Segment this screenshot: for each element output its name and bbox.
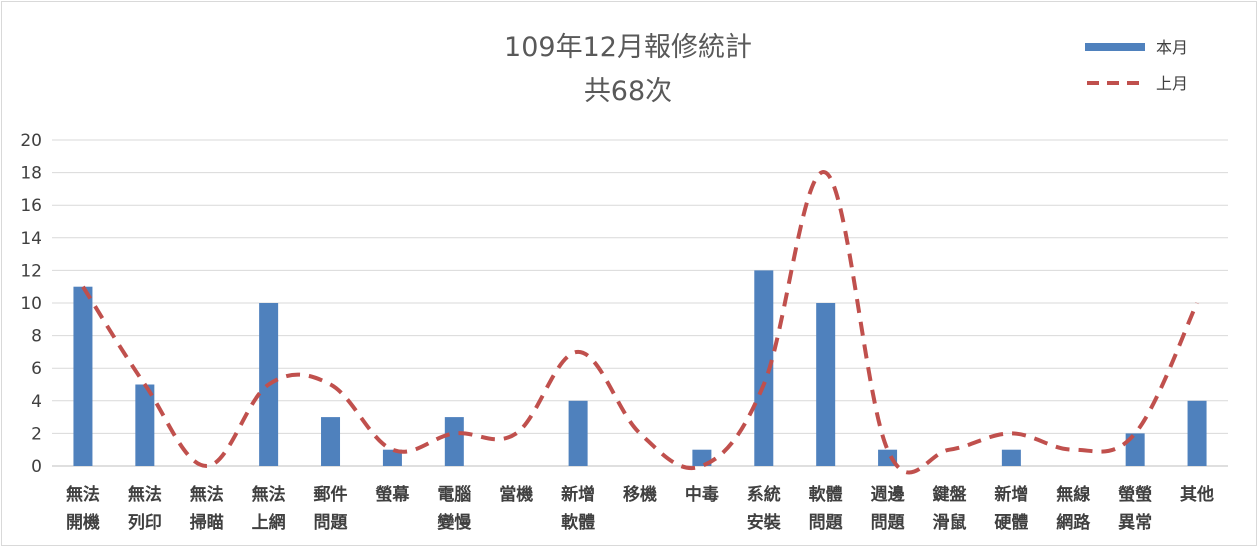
bar bbox=[321, 417, 341, 466]
y-tick-label: 2 bbox=[31, 424, 42, 444]
x-tick-label: 中毒 bbox=[685, 484, 719, 505]
legend-label-bar: 本月 bbox=[1156, 38, 1188, 57]
y-tick-label: 18 bbox=[20, 164, 42, 184]
x-tick-label: 當機 bbox=[499, 484, 533, 505]
y-tick-label: 6 bbox=[31, 359, 42, 379]
y-tick-label: 0 bbox=[31, 457, 42, 477]
x-tick-label: 系統 bbox=[747, 484, 781, 505]
x-tick-label: 電腦 bbox=[437, 484, 471, 505]
x-tick-label: 問題 bbox=[809, 513, 844, 533]
y-tick-label: 20 bbox=[20, 131, 42, 151]
x-tick-label: 無線 bbox=[1056, 484, 1090, 505]
y-tick-label: 14 bbox=[20, 229, 42, 249]
bar bbox=[73, 286, 93, 466]
gridlines bbox=[52, 139, 1228, 467]
x-tick-label: 無法 bbox=[252, 484, 286, 505]
x-tick-label: 掃瞄 bbox=[190, 513, 224, 533]
x-tick-label: 無法 bbox=[190, 484, 224, 505]
y-tick-label: 16 bbox=[20, 196, 42, 216]
line-series-path bbox=[81, 170, 1199, 475]
x-tick-label: 安裝 bbox=[747, 512, 782, 533]
x-tick-label: 移機 bbox=[623, 484, 657, 505]
legend-label-line: 上月 bbox=[1156, 74, 1188, 93]
bar bbox=[1001, 449, 1021, 466]
bar bbox=[568, 400, 588, 466]
y-tick-label: 8 bbox=[31, 327, 42, 347]
bar bbox=[1125, 433, 1145, 466]
bar bbox=[135, 384, 155, 466]
x-tick-label: 上網 bbox=[252, 512, 286, 533]
y-tick-label: 4 bbox=[31, 392, 42, 412]
legend: 本月 上月 bbox=[1085, 38, 1188, 93]
chart-title: 109年12月報修統計 bbox=[504, 32, 752, 63]
x-tick-label: 螢幕 bbox=[375, 484, 410, 505]
line-series bbox=[81, 170, 1199, 475]
bar bbox=[816, 303, 836, 466]
x-tick-label: 硬體 bbox=[994, 513, 1028, 533]
x-tick-label: 軟體 bbox=[809, 484, 843, 505]
x-tick-label: 滑鼠 bbox=[932, 512, 966, 533]
bar-series bbox=[73, 270, 1207, 466]
y-tick-label: 10 bbox=[20, 294, 42, 314]
x-tick-label: 列印 bbox=[128, 512, 162, 533]
x-tick-label: 螢螢 bbox=[1118, 484, 1152, 505]
x-tick-label: 新增 bbox=[561, 484, 595, 505]
x-tick-label: 問題 bbox=[314, 513, 349, 533]
x-tick-label: 週邊 bbox=[871, 484, 906, 505]
x-tick-label: 問題 bbox=[871, 513, 906, 533]
x-tick-label: 無法 bbox=[128, 484, 162, 505]
chart-subtitle: 共68次 bbox=[584, 76, 672, 107]
x-tick-label: 新增 bbox=[994, 484, 1028, 505]
x-tick-label: 鍵盤 bbox=[932, 484, 967, 505]
x-tick-label: 網路 bbox=[1056, 512, 1091, 533]
x-tick-label: 變慢 bbox=[437, 512, 472, 533]
bar bbox=[444, 417, 464, 466]
x-tick-label: 異常 bbox=[1118, 512, 1152, 533]
bar bbox=[1187, 400, 1207, 466]
x-tick-label: 開機 bbox=[66, 512, 100, 533]
x-tick-label: 其他 bbox=[1180, 484, 1214, 505]
y-tick-label: 12 bbox=[20, 261, 42, 281]
x-tick-label: 軟體 bbox=[561, 512, 595, 533]
legend-swatch-bar bbox=[1085, 43, 1145, 51]
y-axis: 0 2 4 6 8 10 12 14 16 18 20 bbox=[20, 131, 42, 477]
x-tick-label: 無法 bbox=[66, 484, 100, 505]
bar bbox=[754, 270, 774, 466]
bar bbox=[382, 449, 402, 466]
x-tick-label: 郵件 bbox=[314, 484, 348, 505]
